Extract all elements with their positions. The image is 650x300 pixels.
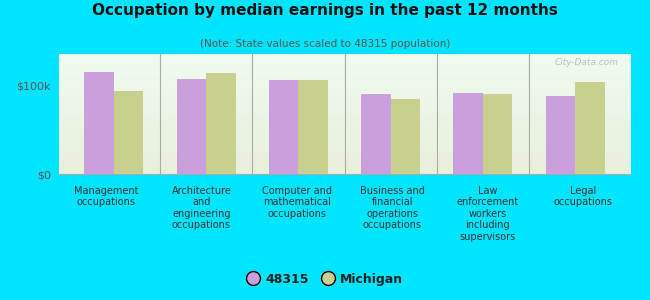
- Bar: [114, 91, 144, 174]
- Text: and: and: [192, 197, 211, 207]
- Text: enforcement: enforcement: [456, 197, 519, 207]
- Text: supervisors: supervisors: [460, 232, 515, 242]
- Text: mathematical: mathematical: [263, 197, 331, 207]
- Text: Architecture: Architecture: [172, 186, 231, 196]
- Text: occupations: occupations: [267, 209, 326, 219]
- Text: Business and: Business and: [359, 186, 424, 196]
- Bar: [206, 73, 236, 174]
- Bar: [545, 96, 575, 174]
- Legend: 48315, Michigan: 48315, Michigan: [242, 268, 408, 291]
- Bar: [269, 80, 298, 174]
- Text: Management: Management: [74, 186, 138, 196]
- Text: Law: Law: [478, 186, 497, 196]
- Text: occupations: occupations: [77, 197, 136, 207]
- Text: (Note: State values scaled to 48315 population): (Note: State values scaled to 48315 popu…: [200, 39, 450, 49]
- Text: City-Data.com: City-Data.com: [555, 58, 619, 67]
- Text: financial: financial: [371, 197, 413, 207]
- Bar: [298, 80, 328, 174]
- Text: occupations: occupations: [172, 220, 231, 230]
- Bar: [575, 82, 604, 174]
- Bar: [483, 94, 512, 174]
- Text: Occupation by median earnings in the past 12 months: Occupation by median earnings in the pas…: [92, 3, 558, 18]
- Text: occupations: occupations: [363, 220, 422, 230]
- Bar: [177, 79, 206, 174]
- Bar: [84, 72, 114, 174]
- Text: Legal: Legal: [569, 186, 596, 196]
- Text: occupations: occupations: [553, 197, 612, 207]
- Bar: [391, 99, 420, 174]
- Text: Computer and: Computer and: [262, 186, 332, 196]
- Text: operations: operations: [366, 209, 418, 219]
- Text: workers: workers: [469, 209, 506, 219]
- Bar: [453, 93, 483, 174]
- Text: including: including: [465, 220, 510, 230]
- Bar: [361, 94, 391, 174]
- Text: engineering: engineering: [172, 209, 231, 219]
